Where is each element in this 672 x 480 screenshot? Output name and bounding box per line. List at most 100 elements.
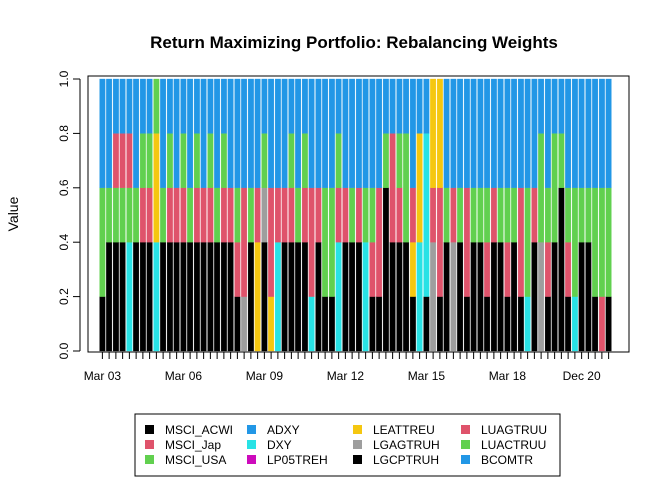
bar-segment-msci-usa-45 bbox=[403, 133, 410, 243]
bar-segment-adxy-58 bbox=[490, 78, 497, 188]
bar-segment-msci-jap-27 bbox=[281, 187, 288, 243]
bar-segment-adxy-5 bbox=[133, 78, 140, 188]
bar-segment-msci-acwi-38 bbox=[355, 242, 362, 352]
bar-segment-msci-usa-66 bbox=[544, 187, 551, 243]
bar-segment-msci-acwi-29 bbox=[295, 242, 302, 352]
bar-segment-msci-acwi-55 bbox=[470, 242, 477, 352]
bar-segment-msci-jap-19 bbox=[227, 187, 234, 243]
legend-label-msci-acwi: MSCI_ACWI bbox=[165, 423, 233, 437]
bar-segment-adxy-36 bbox=[342, 78, 349, 188]
bar-segment-msci-acwi-48 bbox=[423, 296, 430, 352]
bar-segment-msci-acwi-2 bbox=[112, 242, 119, 352]
bar-segment-adxy-27 bbox=[281, 78, 288, 188]
bar-segment-adxy-55 bbox=[470, 78, 477, 188]
bar-segment-msci-jap-26 bbox=[274, 187, 281, 243]
bar-segment-msci-jap-62 bbox=[517, 187, 524, 297]
bar-segment-msci-usa-51 bbox=[443, 187, 450, 243]
bar-segment-msci-jap-10 bbox=[166, 187, 173, 243]
bar-segment-adxy-57 bbox=[484, 78, 491, 188]
bar-segment-msci-acwi-13 bbox=[187, 242, 194, 352]
bar-segment-msci-usa-40 bbox=[369, 187, 376, 243]
bar-segment-msci-usa-37 bbox=[349, 187, 356, 243]
bar-segment-leattreu-23 bbox=[254, 242, 261, 352]
bar-segment-msci-usa-4 bbox=[126, 187, 133, 243]
bar-segment-bcomtr-4 bbox=[126, 78, 133, 134]
legend-label-dxy: DXY bbox=[267, 438, 292, 452]
bar-segment-msci-usa-18 bbox=[220, 133, 227, 188]
bar-segment-adxy-68 bbox=[558, 78, 565, 134]
bar-segment-msci-jap-58 bbox=[490, 187, 497, 243]
bar-segment-adxy-42 bbox=[382, 78, 389, 134]
bar-segment-msci-acwi-5 bbox=[133, 242, 140, 352]
bar-segment-adxy-56 bbox=[477, 78, 484, 188]
bar-segment-adxy-60 bbox=[504, 78, 511, 188]
bar-segment-adxy-70 bbox=[571, 78, 578, 188]
bar-segment-luagtruu-74 bbox=[598, 296, 605, 352]
bar-segment-adxy-67 bbox=[551, 78, 558, 134]
bar-segment-msci-acwi-22 bbox=[247, 242, 254, 352]
bar-segment-msci-jap-43 bbox=[389, 133, 396, 243]
legend-label-bcomtr: BCOMTR bbox=[481, 453, 533, 467]
bar-segment-bcomtr-47 bbox=[416, 78, 423, 134]
bar-segment-msci-acwi-36 bbox=[342, 242, 349, 352]
bar-segment-msci-acwi-24 bbox=[261, 242, 268, 352]
bar-segment-adxy-45 bbox=[403, 78, 410, 134]
bar-segment-msci-acwi-12 bbox=[180, 242, 187, 352]
bar-segment-msci-usa-20 bbox=[234, 187, 241, 243]
bar-segment-msci-acwi-7 bbox=[146, 242, 153, 352]
bar-segment-luactruu-0 bbox=[99, 187, 106, 297]
y-axis: 0.0 0.2 0.4 0.6 0.8 1.0 bbox=[57, 70, 81, 359]
bar-segment-msci-acwi-19 bbox=[227, 242, 234, 352]
bar-segment-msci-jap-28 bbox=[288, 187, 295, 243]
bar-segment-msci-usa-68 bbox=[558, 133, 565, 188]
bar-segment-msci-usa-70 bbox=[571, 187, 578, 297]
bar-segment-msci-usa-56 bbox=[477, 187, 484, 243]
legend-swatch-msci-acwi bbox=[145, 425, 154, 434]
bar-segment-adxy-73 bbox=[592, 78, 599, 188]
bar-segment-adxy-12 bbox=[180, 78, 187, 134]
legend-label-lgcptruh: LGCPTRUH bbox=[373, 453, 439, 467]
bar-segment-adxy-20 bbox=[234, 78, 241, 188]
legend-label-msci-usa: MSCI_USA bbox=[165, 453, 226, 467]
bar-segment-msci-acwi-37 bbox=[349, 242, 356, 352]
bar-segment-adxy-51 bbox=[443, 78, 450, 188]
y-tick-label: 0.0 bbox=[57, 342, 71, 359]
bar-segment-adxy-43 bbox=[389, 78, 396, 134]
bar-segment-leattreu-50 bbox=[436, 78, 443, 188]
x-tick-label: Mar 03 bbox=[84, 369, 122, 383]
bar-segment-msci-acwi-17 bbox=[214, 242, 221, 352]
bar-segment-msci-acwi-16 bbox=[207, 242, 214, 352]
bar-segment-msci-jap-50 bbox=[436, 187, 443, 297]
bar-segment-msci-usa-13 bbox=[187, 187, 194, 243]
bar-segment-leattreu-46 bbox=[409, 242, 416, 297]
bar-segment-msci-usa-10 bbox=[166, 133, 173, 188]
x-tick-label: Mar 12 bbox=[327, 369, 365, 383]
bar-segment-msci-acwi-27 bbox=[281, 242, 288, 352]
bar-segment-msci-acwi-60 bbox=[504, 296, 511, 352]
bar-segment-msci-usa-57 bbox=[484, 187, 491, 243]
legend-swatch-leattreu bbox=[353, 425, 362, 434]
bar-segment-lgagtruh-65 bbox=[538, 242, 545, 352]
bar-segment-dxy-35 bbox=[335, 242, 342, 352]
bar-segment-dxy-63 bbox=[524, 296, 531, 352]
bar-segment-adxy-59 bbox=[497, 78, 504, 188]
bar-segment-msci-usa-17 bbox=[214, 187, 221, 243]
bar-segment-adxy-13 bbox=[187, 78, 194, 188]
bar-segment-msci-jap-60 bbox=[504, 242, 511, 297]
legend-box bbox=[134, 413, 561, 477]
bar-segment-msci-jap-4 bbox=[126, 133, 133, 188]
bar-segment-msci-jap-69 bbox=[565, 242, 572, 297]
legend-swatch-luagtruu bbox=[461, 425, 470, 434]
bar-segment-adxy-38 bbox=[355, 78, 362, 188]
bar-segment-msci-jap-12 bbox=[180, 187, 187, 243]
bar-segment-adxy-61 bbox=[511, 78, 518, 188]
bar-segment-msci-usa-73 bbox=[592, 187, 599, 297]
bar-segment-adxy-9 bbox=[160, 78, 167, 188]
bar-segment-msci-usa-3 bbox=[119, 187, 126, 243]
legend-swatch-lgcptruh bbox=[353, 455, 362, 464]
bar-segment-msci-acwi-28 bbox=[288, 242, 295, 352]
bar-segment-msci-acwi-71 bbox=[578, 242, 585, 352]
bar-segment-msci-usa-2 bbox=[112, 187, 119, 243]
bar-segment-msci-usa-65 bbox=[538, 133, 545, 243]
